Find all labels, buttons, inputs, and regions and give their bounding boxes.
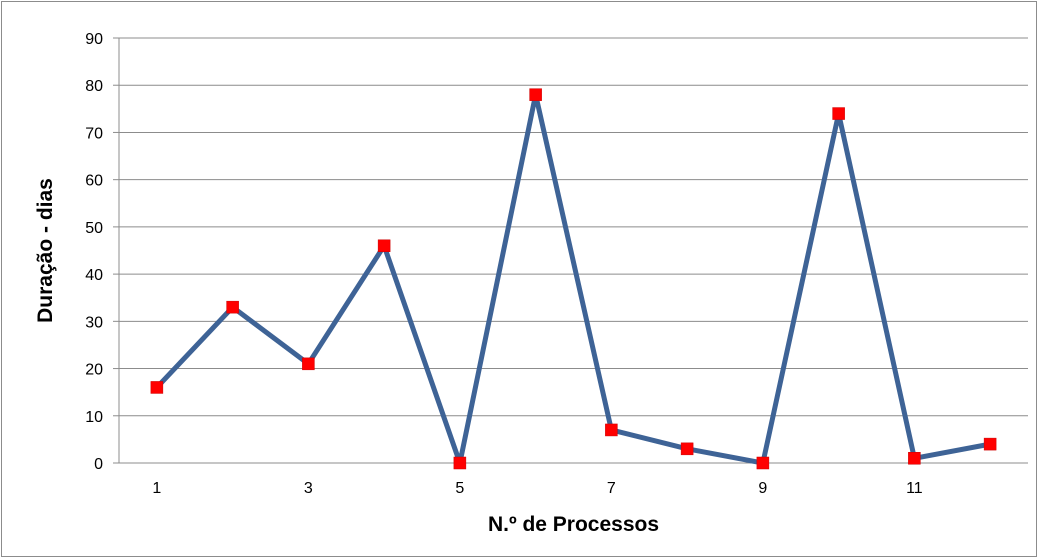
data-point-marker	[529, 88, 542, 101]
y-tick-label: 80	[85, 78, 103, 95]
y-tick-label: 40	[85, 267, 103, 284]
x-tick-labels: 1 3 5 7 9 11	[152, 480, 922, 497]
data-point-marker	[605, 423, 618, 437]
data-point-marker	[908, 452, 921, 465]
y-tick-label: 90	[85, 31, 103, 48]
data-point-marker	[302, 357, 315, 371]
data-point-marker	[226, 300, 239, 314]
x-tick-label: 7	[607, 480, 616, 497]
y-tick-label: 60	[85, 173, 103, 190]
data-point-marker	[756, 456, 770, 470]
y-tick-label: 70	[85, 125, 103, 142]
series-line	[154, 92, 993, 466]
data-point-marker	[832, 107, 845, 120]
axes	[113, 37, 1028, 464]
data-point-marker	[680, 442, 694, 456]
y-tick-label: 50	[85, 220, 103, 237]
gridlines	[119, 37, 1028, 417]
y-tick-label: 20	[85, 362, 103, 379]
series-layer	[150, 88, 997, 470]
y-tick-label: 0	[94, 456, 103, 473]
y-tick-label: 10	[85, 409, 103, 426]
x-tick-label: 1	[152, 480, 161, 497]
x-axis-title: N.º de Processos	[488, 513, 659, 536]
x-tick-label: 9	[758, 480, 767, 497]
data-point-marker	[150, 381, 164, 394]
data-point-marker	[983, 437, 997, 451]
y-axis-title: Duração - dias	[34, 178, 57, 323]
x-tick-label: 3	[304, 480, 313, 497]
y-tick-labels: 0 10 20 30 40 50 60 70 80 90	[85, 31, 103, 473]
x-tick-label: 11	[906, 480, 923, 497]
data-point-marker	[377, 239, 391, 253]
data-point-marker	[453, 456, 467, 470]
x-tick-label: 5	[455, 480, 464, 497]
y-tick-label: 30	[85, 314, 103, 331]
